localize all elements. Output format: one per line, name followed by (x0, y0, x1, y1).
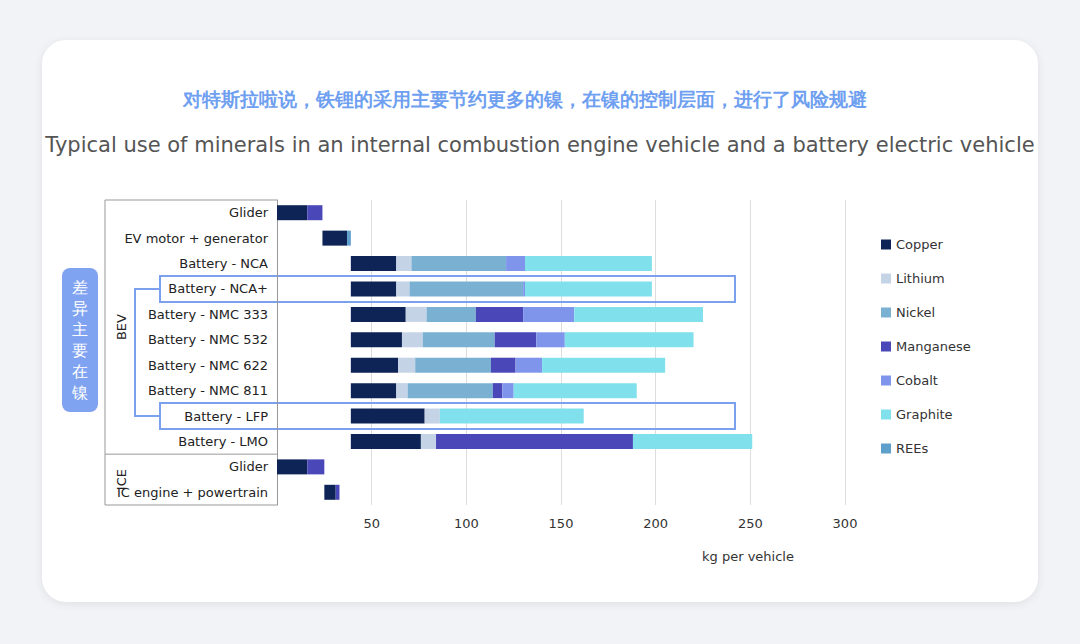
svg-text:Cobalt: Cobalt (896, 373, 938, 388)
svg-text:200: 200 (643, 516, 668, 531)
svg-text:Battery - LFP: Battery - LFP (184, 409, 268, 424)
svg-text:Battery - NCA: Battery - NCA (179, 256, 268, 271)
svg-text:Battery - NMC 811: Battery - NMC 811 (148, 383, 268, 398)
svg-text:kg per vehicle: kg per vehicle (702, 549, 794, 564)
svg-text:镍: 镍 (71, 383, 88, 402)
svg-text:Battery - NMC 622: Battery - NMC 622 (148, 358, 268, 373)
svg-text:Glider: Glider (229, 459, 269, 474)
svg-text:主: 主 (72, 320, 88, 339)
svg-text:对特斯拉啦说，铁锂的采用主要节约更多的镍，在镍的控制层面，进: 对特斯拉啦说，铁锂的采用主要节约更多的镍，在镍的控制层面，进行了风险规避 (182, 88, 867, 110)
svg-text:Battery - NCA+: Battery - NCA+ (168, 281, 268, 296)
svg-text:Battery - NMC 333: Battery - NMC 333 (148, 307, 268, 322)
svg-text:EV motor + generator: EV motor + generator (124, 231, 268, 246)
svg-text:Lithium: Lithium (896, 271, 945, 286)
svg-text:IC engine + powertrain: IC engine + powertrain (117, 485, 268, 500)
svg-text:要: 要 (72, 341, 88, 360)
svg-text:50: 50 (363, 516, 380, 531)
svg-text:Glider: Glider (229, 205, 269, 220)
svg-text:ICE: ICE (113, 469, 129, 491)
svg-text:Manganese: Manganese (896, 339, 971, 354)
svg-text:Battery - NMC 532: Battery - NMC 532 (148, 332, 268, 347)
svg-text:250: 250 (738, 516, 763, 531)
svg-text:REEs: REEs (896, 441, 928, 456)
svg-text:在: 在 (72, 362, 88, 381)
svg-text:100: 100 (454, 516, 479, 531)
svg-text:Battery - LMO: Battery - LMO (178, 434, 268, 449)
svg-text:异: 异 (72, 299, 88, 318)
svg-text:150: 150 (549, 516, 574, 531)
svg-text:Graphite: Graphite (896, 407, 953, 422)
svg-text:BEV: BEV (114, 314, 129, 340)
svg-text:差: 差 (72, 278, 88, 297)
svg-text:Nickel: Nickel (896, 305, 935, 320)
svg-text:Typical use of minerals in an: Typical use of minerals in an internal c… (44, 133, 1034, 157)
svg-text:Copper: Copper (896, 237, 944, 252)
svg-text:300: 300 (833, 516, 858, 531)
